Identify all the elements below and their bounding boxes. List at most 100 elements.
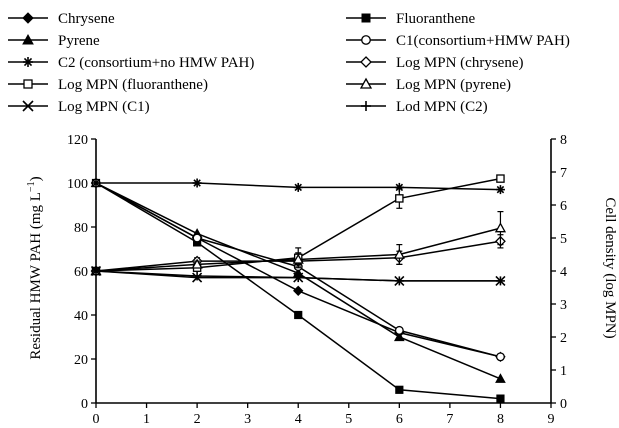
- data-point-stroke: [294, 183, 302, 192]
- data-point-stroke: [92, 179, 100, 187]
- legend-item: Log MPN (pyrene): [346, 77, 511, 93]
- data-point-shape: [395, 194, 404, 203]
- y-left-tick-label: 80: [74, 221, 88, 236]
- x-tick-label: 5: [345, 412, 352, 427]
- data-point: [394, 325, 404, 335]
- legend-marker-shape: [359, 77, 373, 89]
- legend-marker: [361, 13, 371, 23]
- y-left-axis-ticks: 0 20 40 60 80 100 120: [67, 133, 96, 412]
- y-right-tick-label: 3: [560, 298, 567, 313]
- data-point: [394, 276, 404, 286]
- data-point: [293, 182, 303, 192]
- y-left-tick-label: 60: [74, 265, 88, 280]
- y-left-tick-label: 100: [67, 177, 88, 192]
- legend-marker: [22, 33, 34, 45]
- y-right-axis-title: Cell density (log MPN): [602, 197, 618, 338]
- data-point-shape: [496, 174, 505, 183]
- data-point-stroke: [395, 183, 404, 192]
- legend-item: Chrysene: [8, 11, 115, 27]
- legend-marker-shape: [361, 35, 371, 45]
- legend-marker: [22, 12, 34, 24]
- x-tick-label: 8: [497, 412, 504, 427]
- legend-marker: [23, 57, 33, 67]
- legend-marker-shape: [22, 33, 34, 45]
- data-point: [395, 194, 404, 203]
- y-right-axis-ticks: 0 1 2 3 4 5 6 7 8: [551, 133, 567, 412]
- legend-marker: [361, 101, 371, 111]
- data-point-shape: [393, 248, 405, 259]
- legend-marker-shape: [22, 12, 34, 24]
- legend-item: Log MPN (chrysene): [346, 55, 523, 71]
- y-left-axis-title: Residual HMW PAH (mg L−1): [26, 176, 44, 359]
- series-7: [90, 211, 507, 276]
- legend-marker-stroke: [23, 57, 33, 67]
- data-point-shape: [292, 253, 304, 264]
- legend-marker-shape: [23, 79, 33, 89]
- legend-item: Fluoranthene: [346, 11, 475, 27]
- legend-label: Log MPN (pyrene): [396, 77, 511, 93]
- x-tick-label: 6: [396, 412, 403, 427]
- legend-item: Lod MPN (C2): [346, 99, 488, 115]
- legend-label: C1(consortium+HMW PAH): [396, 33, 570, 49]
- legend-marker: [23, 79, 33, 89]
- data-point: [294, 310, 303, 320]
- legend-label: Chrysene: [58, 11, 115, 27]
- legend-marker: [361, 35, 371, 45]
- legend-marker: [22, 100, 34, 112]
- y-right-tick-label: 2: [560, 331, 567, 346]
- series-group: [90, 174, 507, 403]
- legend-label: C2 (consortium+no HMW PAH): [58, 55, 254, 71]
- legend-marker-stroke: [22, 100, 34, 112]
- legend-item: Log MPN (fluoranthene): [8, 77, 208, 93]
- legend-label: Fluoranthene: [396, 11, 475, 27]
- data-point-shape: [395, 385, 404, 394]
- x-axis-ticks: 0 1 2 3 4 5 6 7 8 9: [93, 403, 555, 427]
- series-9: [91, 266, 505, 286]
- x-tick-label: 3: [244, 412, 251, 427]
- y-right-tick-label: 7: [560, 166, 567, 181]
- y-left-tick-label: 120: [67, 133, 88, 148]
- data-point-shape: [496, 394, 505, 403]
- y-left-tick-label: 0: [81, 397, 88, 412]
- data-point: [293, 285, 304, 297]
- data-point-shape: [495, 373, 506, 383]
- data-point: [495, 276, 505, 286]
- series-3: [91, 178, 505, 362]
- x-tick-label: 9: [548, 412, 555, 427]
- data-point-shape: [393, 331, 405, 342]
- data-point-shape: [293, 285, 304, 297]
- data-point: [496, 394, 505, 403]
- legend-marker: [359, 77, 373, 89]
- data-point-shape: [495, 352, 505, 362]
- legend-item: C1(consortium+HMW PAH): [346, 33, 570, 49]
- legend-item: Log MPN (C1): [8, 99, 150, 115]
- legend-label: Lod MPN (C2): [396, 99, 488, 115]
- data-point: [91, 178, 101, 188]
- x-tick-label: 2: [194, 412, 201, 427]
- data-point-shape: [191, 258, 203, 269]
- legend-item: C2 (consortium+no HMW PAH): [8, 55, 254, 71]
- legend-label: Log MPN (chrysene): [396, 55, 523, 71]
- data-point: [495, 185, 505, 195]
- data-point: [191, 258, 203, 269]
- data-point: [495, 352, 505, 362]
- data-point-stroke: [496, 185, 505, 194]
- legend-label: Log MPN (C1): [58, 99, 150, 115]
- legend-marker-shape: [361, 13, 371, 23]
- legend-item: Pyrene: [8, 33, 100, 49]
- data-point: [192, 233, 202, 243]
- data-point-shape: [192, 233, 202, 243]
- y-left-tick-label: 20: [74, 353, 88, 368]
- data-point-shape: [294, 310, 303, 320]
- data-point: [393, 248, 405, 259]
- legend-label: Pyrene: [58, 33, 100, 49]
- data-point: [293, 273, 303, 283]
- data-point: [192, 178, 202, 188]
- legend-marker: [360, 56, 372, 68]
- data-point: [91, 266, 101, 276]
- data-point-shape: [494, 222, 507, 233]
- data-point: [393, 331, 405, 342]
- y-right-tick-label: 0: [560, 397, 567, 412]
- legend: Chrysene Fluoranthene Pyrene C1(consortium+…: [8, 11, 570, 115]
